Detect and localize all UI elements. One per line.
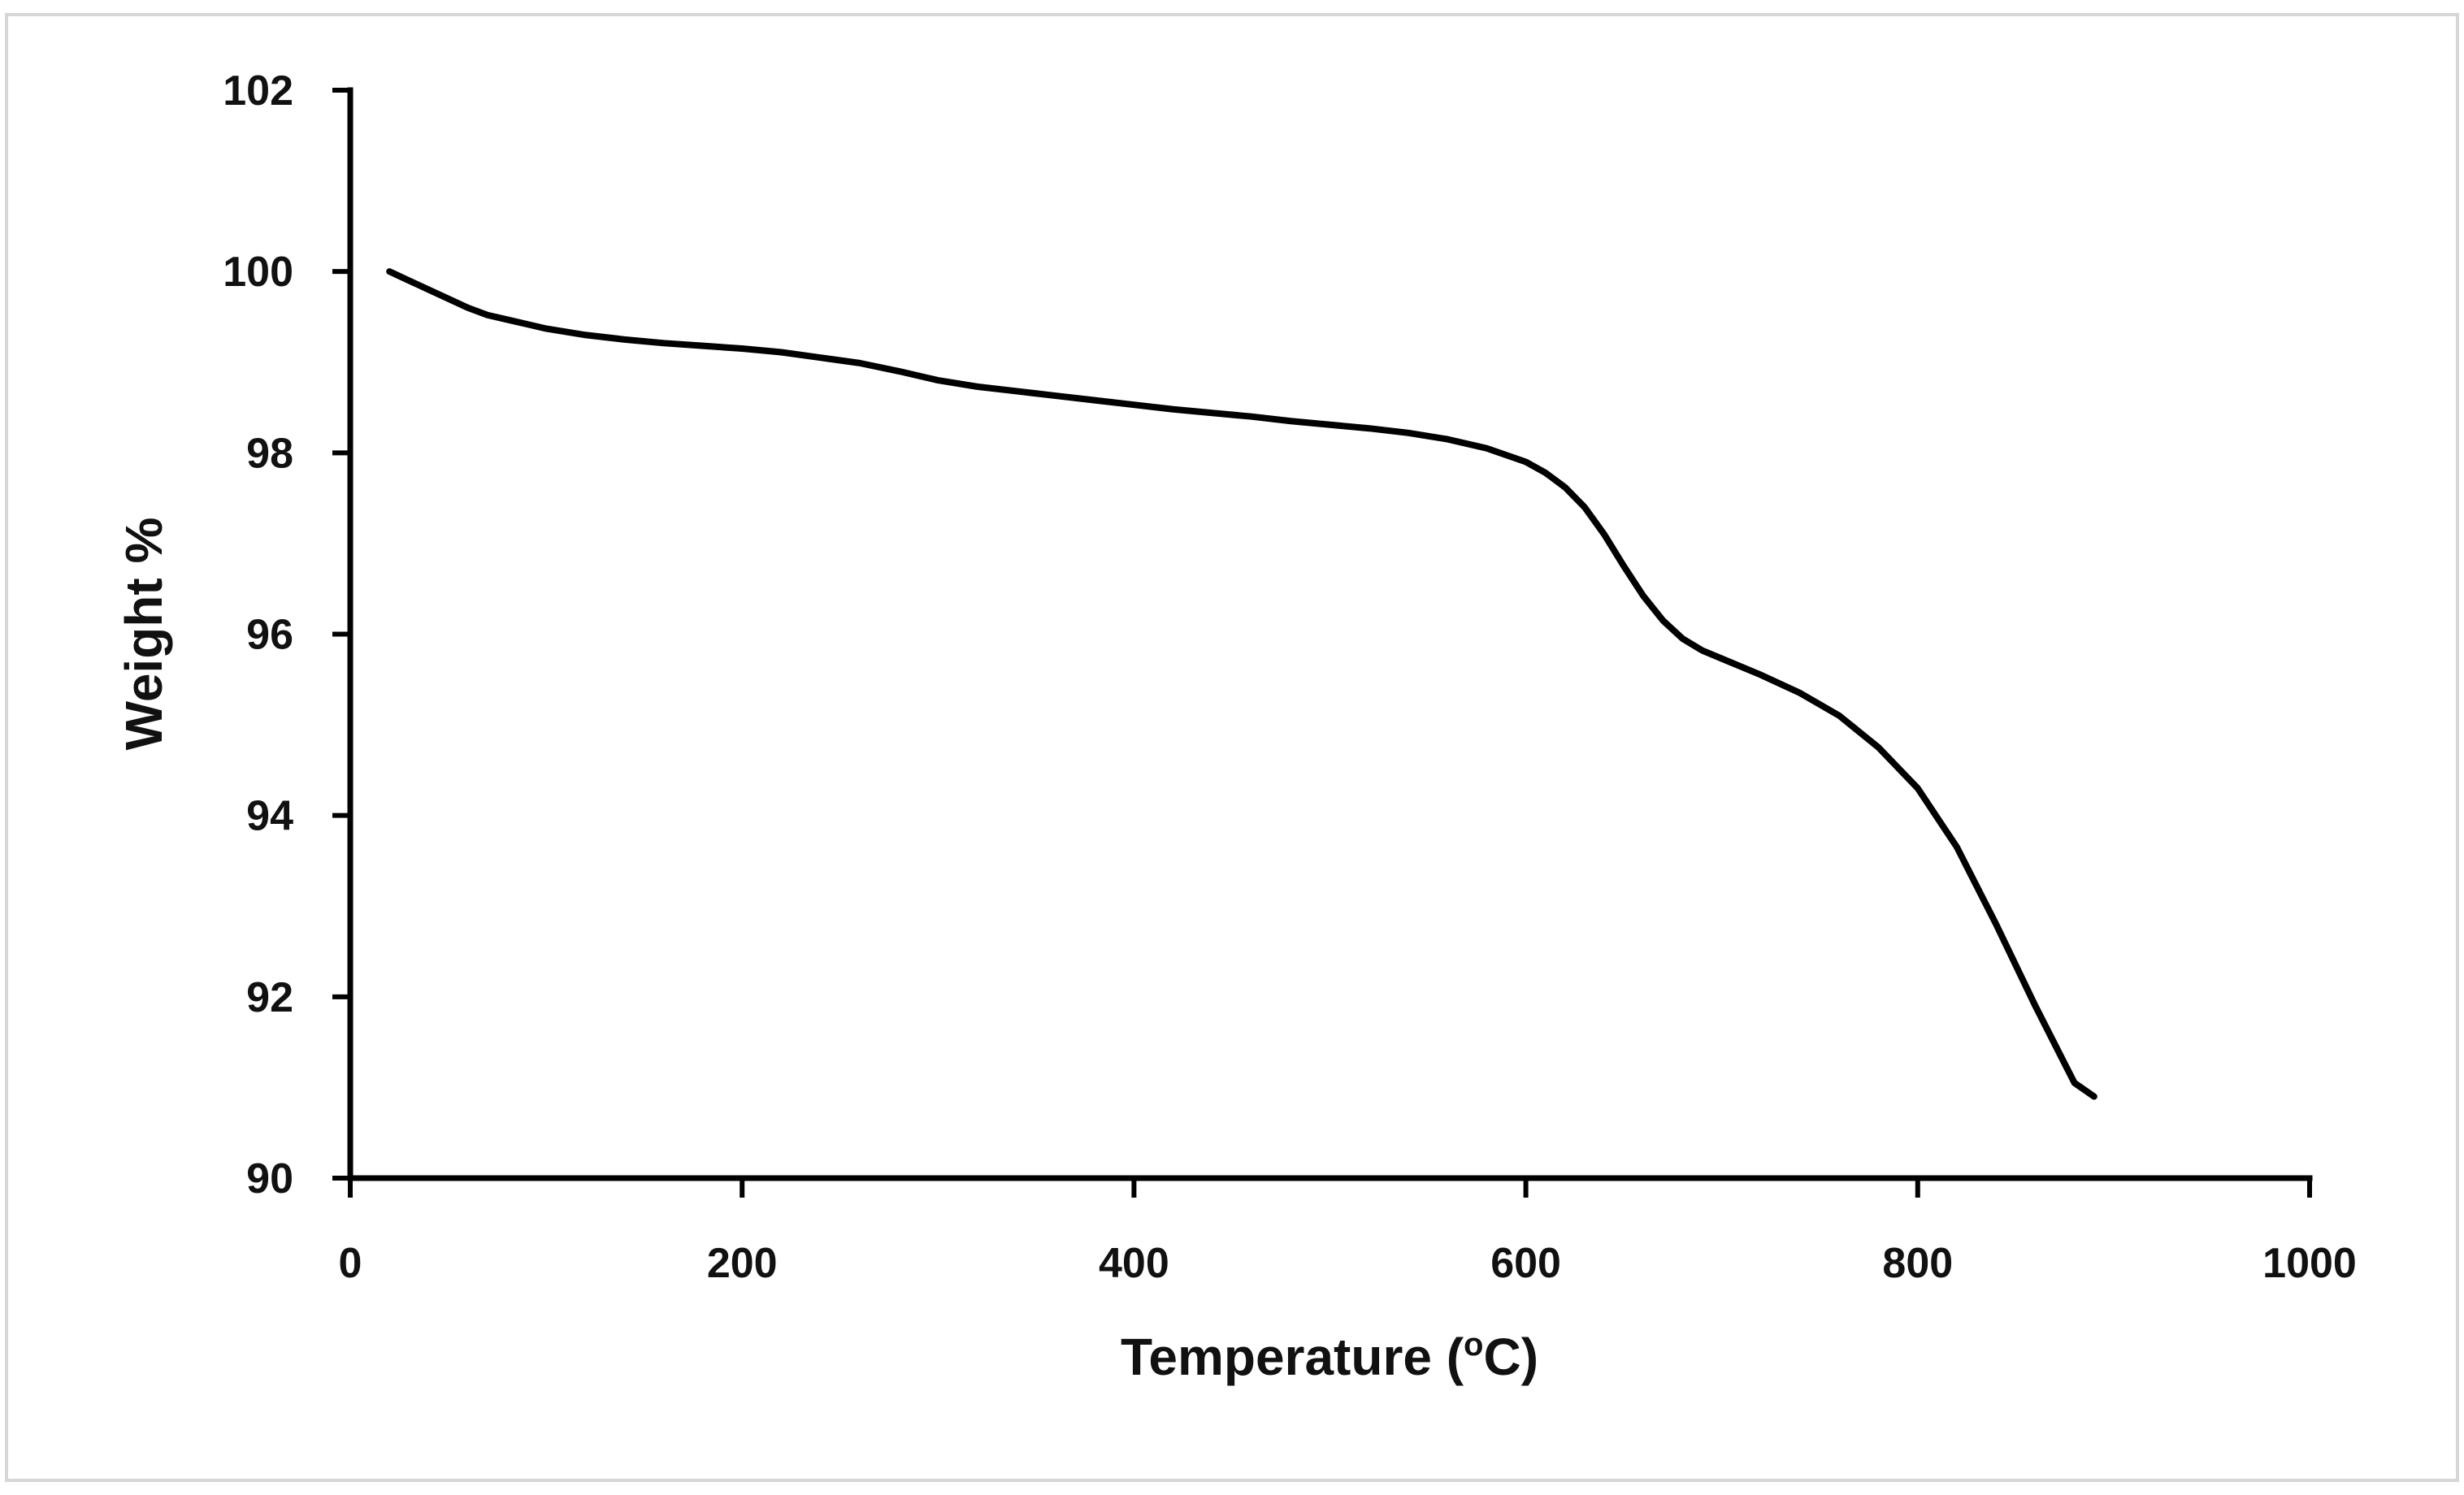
y-tick-label: 102 (223, 67, 293, 115)
x-axis-title-suffix: C) (1483, 1328, 1538, 1386)
x-axis-title: Temperature (oC) (1121, 1327, 1538, 1386)
x-tick-label: 1000 (2262, 1240, 2357, 1287)
x-axis-title-main: Temperature ( (1121, 1328, 1464, 1386)
x-tick-label: 400 (1099, 1240, 1169, 1287)
y-tick-label: 94 (246, 793, 293, 840)
y-tick-label: 90 (246, 1155, 293, 1202)
y-axis-title: Weight % (115, 518, 173, 751)
x-tick-label: 800 (1882, 1240, 1953, 1287)
y-tick-label: 98 (246, 430, 293, 477)
y-tick-label: 92 (246, 974, 293, 1021)
figure-border (5, 13, 2459, 1482)
x-tick-label: 200 (707, 1240, 778, 1287)
series-line-0 (386, 268, 2097, 1100)
chart-root: 90 92 94 96 98 100 102 0 200 400 600 800 1000 Weight … (115, 67, 2357, 1386)
x-tick-label: 0 (339, 1240, 362, 1287)
x-axis-title-superscript: o (1464, 1327, 1483, 1363)
y-tick-label: 96 (246, 612, 293, 659)
x-tick-label: 600 (1490, 1240, 1561, 1287)
y-tick-label: 100 (223, 249, 293, 296)
